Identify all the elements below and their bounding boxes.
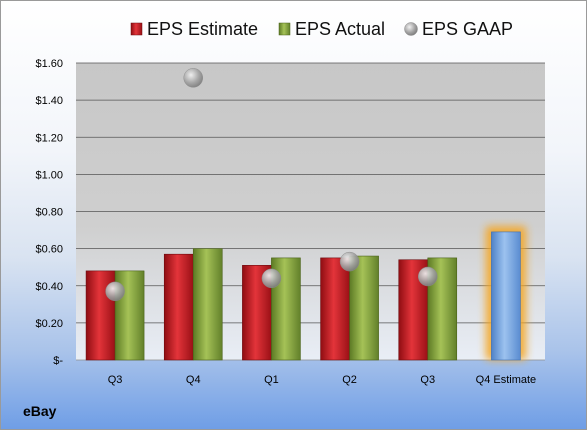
y-tick-label: $1.20 xyxy=(35,132,63,144)
company-label: eBay xyxy=(23,403,57,419)
legend-label: EPS Actual xyxy=(295,19,385,39)
point-eps-gaap xyxy=(261,268,282,289)
legend-label: EPS Estimate xyxy=(147,19,258,39)
point-eps-gaap xyxy=(183,68,203,88)
legend-label: EPS GAAP xyxy=(422,19,513,39)
y-tick-label: $0.40 xyxy=(35,281,63,293)
x-axis-ticks: Q3 Q4 Q1 Q2 Q3 Q4 Estimate xyxy=(108,374,536,386)
legend-marker-gaap xyxy=(404,22,418,36)
y-tick-label: $0.60 xyxy=(35,244,63,256)
point-eps-gaap xyxy=(418,266,438,287)
y-tick-label: $- xyxy=(53,355,63,367)
x-tick-label: Q4 xyxy=(186,374,201,386)
bar-eps-estimate xyxy=(320,257,350,361)
gridlines xyxy=(76,62,545,361)
bar-eps-estimate xyxy=(491,231,521,361)
gaap-points xyxy=(105,68,438,302)
y-tick-label: $1.60 xyxy=(35,58,63,70)
point-eps-gaap xyxy=(105,281,125,302)
y-axis-ticks: $- $0.20 $0.40 $0.60 $0.80 $1.00 $1.20 $1.40 $1.… xyxy=(35,58,63,367)
x-tick-label: Q3 xyxy=(420,374,435,386)
legend-marker xyxy=(130,22,143,36)
x-tick-label: Q2 xyxy=(342,374,357,386)
x-tick-label: Q3 xyxy=(108,374,123,386)
bar-eps-actual xyxy=(349,255,379,361)
x-tick-label: Q1 xyxy=(264,374,279,386)
bar-eps-estimate xyxy=(163,253,194,361)
y-tick-label: $1.40 xyxy=(35,95,63,107)
legend: EPS Estimate EPS Actual EPS GAAP xyxy=(130,19,513,39)
x-tick-label: Q4 Estimate xyxy=(476,374,537,386)
point-eps-gaap xyxy=(339,251,360,272)
y-tick-label: $0.80 xyxy=(35,207,63,219)
bar-eps-actual xyxy=(192,248,223,361)
y-tick-label: $1.00 xyxy=(35,169,63,181)
y-tick-label: $0.20 xyxy=(35,318,63,330)
legend-marker xyxy=(278,22,291,36)
